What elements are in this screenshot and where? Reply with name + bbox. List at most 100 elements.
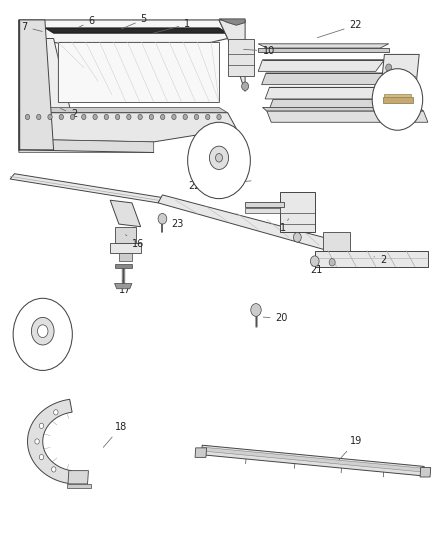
Polygon shape bbox=[45, 28, 228, 33]
Polygon shape bbox=[115, 227, 136, 243]
Polygon shape bbox=[228, 38, 254, 76]
Circle shape bbox=[25, 114, 30, 119]
Circle shape bbox=[217, 114, 221, 119]
Text: 24: 24 bbox=[237, 159, 249, 168]
Polygon shape bbox=[219, 19, 245, 25]
Polygon shape bbox=[280, 192, 315, 232]
Circle shape bbox=[127, 114, 131, 119]
Polygon shape bbox=[258, 48, 389, 52]
Text: 21: 21 bbox=[311, 261, 323, 274]
Circle shape bbox=[59, 114, 64, 119]
Circle shape bbox=[386, 80, 392, 87]
Circle shape bbox=[205, 114, 210, 119]
Polygon shape bbox=[245, 208, 280, 214]
Circle shape bbox=[81, 114, 86, 119]
Polygon shape bbox=[420, 467, 431, 477]
Polygon shape bbox=[19, 38, 71, 113]
Polygon shape bbox=[380, 54, 419, 97]
Circle shape bbox=[311, 256, 319, 266]
Circle shape bbox=[329, 259, 335, 266]
Polygon shape bbox=[262, 108, 424, 111]
Text: 18: 18 bbox=[103, 422, 127, 447]
Circle shape bbox=[39, 423, 44, 429]
Polygon shape bbox=[315, 251, 428, 266]
Circle shape bbox=[386, 64, 392, 71]
Circle shape bbox=[242, 82, 249, 91]
Polygon shape bbox=[268, 100, 389, 111]
Circle shape bbox=[215, 154, 223, 162]
Polygon shape bbox=[19, 20, 53, 150]
Polygon shape bbox=[68, 471, 88, 484]
Circle shape bbox=[116, 114, 120, 119]
Polygon shape bbox=[383, 97, 413, 103]
Polygon shape bbox=[110, 243, 141, 253]
Polygon shape bbox=[323, 232, 350, 251]
Polygon shape bbox=[19, 139, 154, 152]
Polygon shape bbox=[19, 108, 228, 113]
Circle shape bbox=[293, 232, 301, 242]
Circle shape bbox=[187, 122, 251, 199]
Polygon shape bbox=[267, 111, 428, 122]
Polygon shape bbox=[28, 399, 72, 483]
Circle shape bbox=[39, 455, 44, 460]
Circle shape bbox=[37, 114, 41, 119]
Circle shape bbox=[52, 467, 56, 472]
Polygon shape bbox=[19, 20, 228, 54]
Text: 19: 19 bbox=[339, 437, 362, 461]
Polygon shape bbox=[119, 253, 132, 261]
Polygon shape bbox=[201, 445, 424, 476]
Text: 25: 25 bbox=[53, 337, 65, 347]
Polygon shape bbox=[261, 73, 386, 85]
Polygon shape bbox=[19, 113, 237, 142]
Polygon shape bbox=[258, 60, 385, 71]
Polygon shape bbox=[115, 264, 132, 268]
Circle shape bbox=[149, 114, 154, 119]
Text: 7: 7 bbox=[21, 22, 42, 32]
Text: 5: 5 bbox=[121, 14, 147, 29]
Polygon shape bbox=[58, 42, 219, 102]
Circle shape bbox=[251, 304, 261, 317]
Polygon shape bbox=[245, 202, 284, 207]
Circle shape bbox=[194, 114, 199, 119]
Polygon shape bbox=[258, 44, 389, 48]
Circle shape bbox=[372, 69, 423, 130]
Text: 23: 23 bbox=[165, 219, 184, 229]
Circle shape bbox=[48, 114, 52, 119]
Circle shape bbox=[160, 114, 165, 119]
Circle shape bbox=[71, 114, 75, 119]
Circle shape bbox=[54, 410, 58, 415]
Text: 16: 16 bbox=[125, 235, 144, 249]
Polygon shape bbox=[115, 284, 132, 289]
Circle shape bbox=[158, 214, 167, 224]
Circle shape bbox=[104, 114, 109, 119]
Polygon shape bbox=[219, 20, 245, 92]
Text: 27: 27 bbox=[402, 104, 414, 114]
Polygon shape bbox=[202, 447, 424, 472]
Text: 1: 1 bbox=[280, 219, 289, 233]
Text: 20: 20 bbox=[263, 313, 288, 324]
Polygon shape bbox=[10, 174, 162, 203]
Text: 1: 1 bbox=[152, 19, 190, 34]
Circle shape bbox=[93, 114, 97, 119]
Circle shape bbox=[32, 317, 54, 345]
Circle shape bbox=[172, 114, 176, 119]
Text: 2: 2 bbox=[60, 109, 77, 119]
Circle shape bbox=[38, 325, 48, 337]
Polygon shape bbox=[265, 87, 387, 99]
Circle shape bbox=[35, 439, 39, 444]
Text: 10: 10 bbox=[244, 46, 275, 56]
Circle shape bbox=[13, 298, 72, 370]
Circle shape bbox=[138, 114, 142, 119]
Polygon shape bbox=[67, 484, 91, 488]
Text: 22: 22 bbox=[318, 20, 362, 38]
Polygon shape bbox=[158, 195, 332, 251]
Text: 2: 2 bbox=[374, 255, 386, 264]
Polygon shape bbox=[385, 94, 411, 97]
Text: 6: 6 bbox=[78, 16, 95, 28]
Circle shape bbox=[183, 114, 187, 119]
Polygon shape bbox=[110, 200, 141, 227]
Polygon shape bbox=[195, 448, 207, 457]
Text: 17: 17 bbox=[119, 280, 131, 295]
Circle shape bbox=[209, 146, 229, 169]
Text: 22: 22 bbox=[188, 181, 251, 191]
